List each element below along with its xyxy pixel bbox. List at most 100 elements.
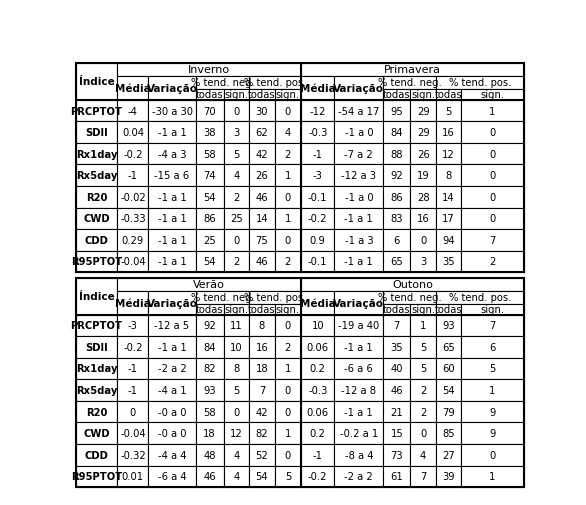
Text: 65: 65 (442, 342, 455, 352)
Bar (196, 165, 224, 187)
Text: R20: R20 (86, 407, 107, 417)
Bar (335, 315, 383, 336)
Bar (76, 336, 117, 358)
Bar (410, 251, 436, 273)
Bar (148, 143, 196, 165)
Bar (249, 100, 275, 122)
Bar (275, 187, 301, 208)
Bar (224, 187, 249, 208)
Bar (196, 401, 224, 423)
Bar (76, 251, 117, 273)
Bar (301, 423, 335, 444)
Bar (383, 380, 410, 401)
Bar (224, 230, 249, 251)
Bar (76, 208, 117, 230)
Bar (224, 251, 249, 273)
Bar (275, 466, 301, 487)
Text: sign.: sign. (276, 90, 300, 100)
Bar (275, 143, 301, 165)
Text: % tend. pos.: % tend. pos. (449, 293, 512, 302)
Bar (436, 208, 461, 230)
Text: Inverno: Inverno (188, 65, 230, 75)
Bar (76, 278, 117, 315)
Text: -1 a 1: -1 a 1 (158, 257, 186, 267)
Bar (335, 187, 383, 208)
Text: -2 a 2: -2 a 2 (158, 364, 186, 374)
Bar (117, 165, 148, 187)
Bar (383, 251, 410, 273)
Bar (117, 401, 148, 423)
Text: 16: 16 (442, 128, 455, 138)
Text: 7: 7 (420, 471, 427, 481)
Text: -0 a 0: -0 a 0 (158, 428, 186, 438)
Bar (148, 165, 196, 187)
Text: 42: 42 (255, 149, 268, 160)
Text: % tend. pos.: % tend. pos. (244, 293, 306, 302)
Text: 82: 82 (203, 364, 216, 374)
Bar (383, 187, 410, 208)
Text: SDII: SDII (85, 342, 108, 352)
Text: Índice: Índice (79, 77, 114, 87)
Text: todas: todas (383, 305, 411, 315)
Bar (148, 122, 196, 143)
Text: 1: 1 (285, 364, 291, 374)
Bar (383, 122, 410, 143)
Bar (76, 423, 117, 444)
Bar (148, 423, 196, 444)
Bar (148, 466, 196, 487)
Text: 0.04: 0.04 (122, 128, 144, 138)
Bar (461, 336, 524, 358)
Text: 79: 79 (442, 407, 455, 417)
Bar (383, 315, 410, 336)
Bar (148, 315, 196, 336)
Text: 16: 16 (417, 214, 430, 224)
Text: 4: 4 (285, 128, 291, 138)
Bar (436, 230, 461, 251)
Bar (76, 466, 117, 487)
Bar (148, 208, 196, 230)
Text: CWD: CWD (83, 214, 110, 224)
Text: 25: 25 (230, 214, 243, 224)
Text: 40: 40 (390, 364, 403, 374)
Bar (196, 208, 224, 230)
Text: 1: 1 (285, 171, 291, 181)
Bar (117, 230, 148, 251)
Bar (275, 336, 301, 358)
Bar (335, 291, 383, 315)
Text: 14: 14 (442, 192, 455, 203)
Text: 2: 2 (233, 192, 240, 203)
Bar (224, 444, 249, 466)
Text: -1 a 1: -1 a 1 (158, 214, 186, 224)
Bar (436, 90, 461, 100)
Text: -7 a 2: -7 a 2 (345, 149, 373, 160)
Bar (117, 77, 148, 100)
Text: sign.: sign. (224, 90, 248, 100)
Bar (224, 380, 249, 401)
Bar (383, 230, 410, 251)
Bar (76, 187, 117, 208)
Bar (196, 336, 224, 358)
Text: 0: 0 (489, 128, 496, 138)
Text: R95PTOT: R95PTOT (71, 257, 122, 267)
Bar (301, 230, 335, 251)
Bar (275, 380, 301, 401)
Bar (461, 466, 524, 487)
Text: -4: -4 (128, 107, 138, 116)
Bar (301, 77, 335, 100)
Bar (196, 380, 224, 401)
Text: 7: 7 (394, 321, 400, 331)
Text: todas: todas (196, 305, 223, 315)
Text: 0: 0 (233, 107, 240, 116)
Text: 9: 9 (489, 407, 496, 417)
Text: 38: 38 (203, 128, 216, 138)
Text: 6: 6 (489, 342, 496, 352)
Bar (275, 315, 301, 336)
Bar (117, 187, 148, 208)
Text: 0: 0 (233, 235, 240, 245)
Text: 2: 2 (285, 149, 291, 160)
Text: 70: 70 (203, 107, 216, 116)
Bar (436, 336, 461, 358)
Bar (335, 423, 383, 444)
Text: 3: 3 (420, 257, 426, 267)
Text: 2: 2 (489, 257, 496, 267)
